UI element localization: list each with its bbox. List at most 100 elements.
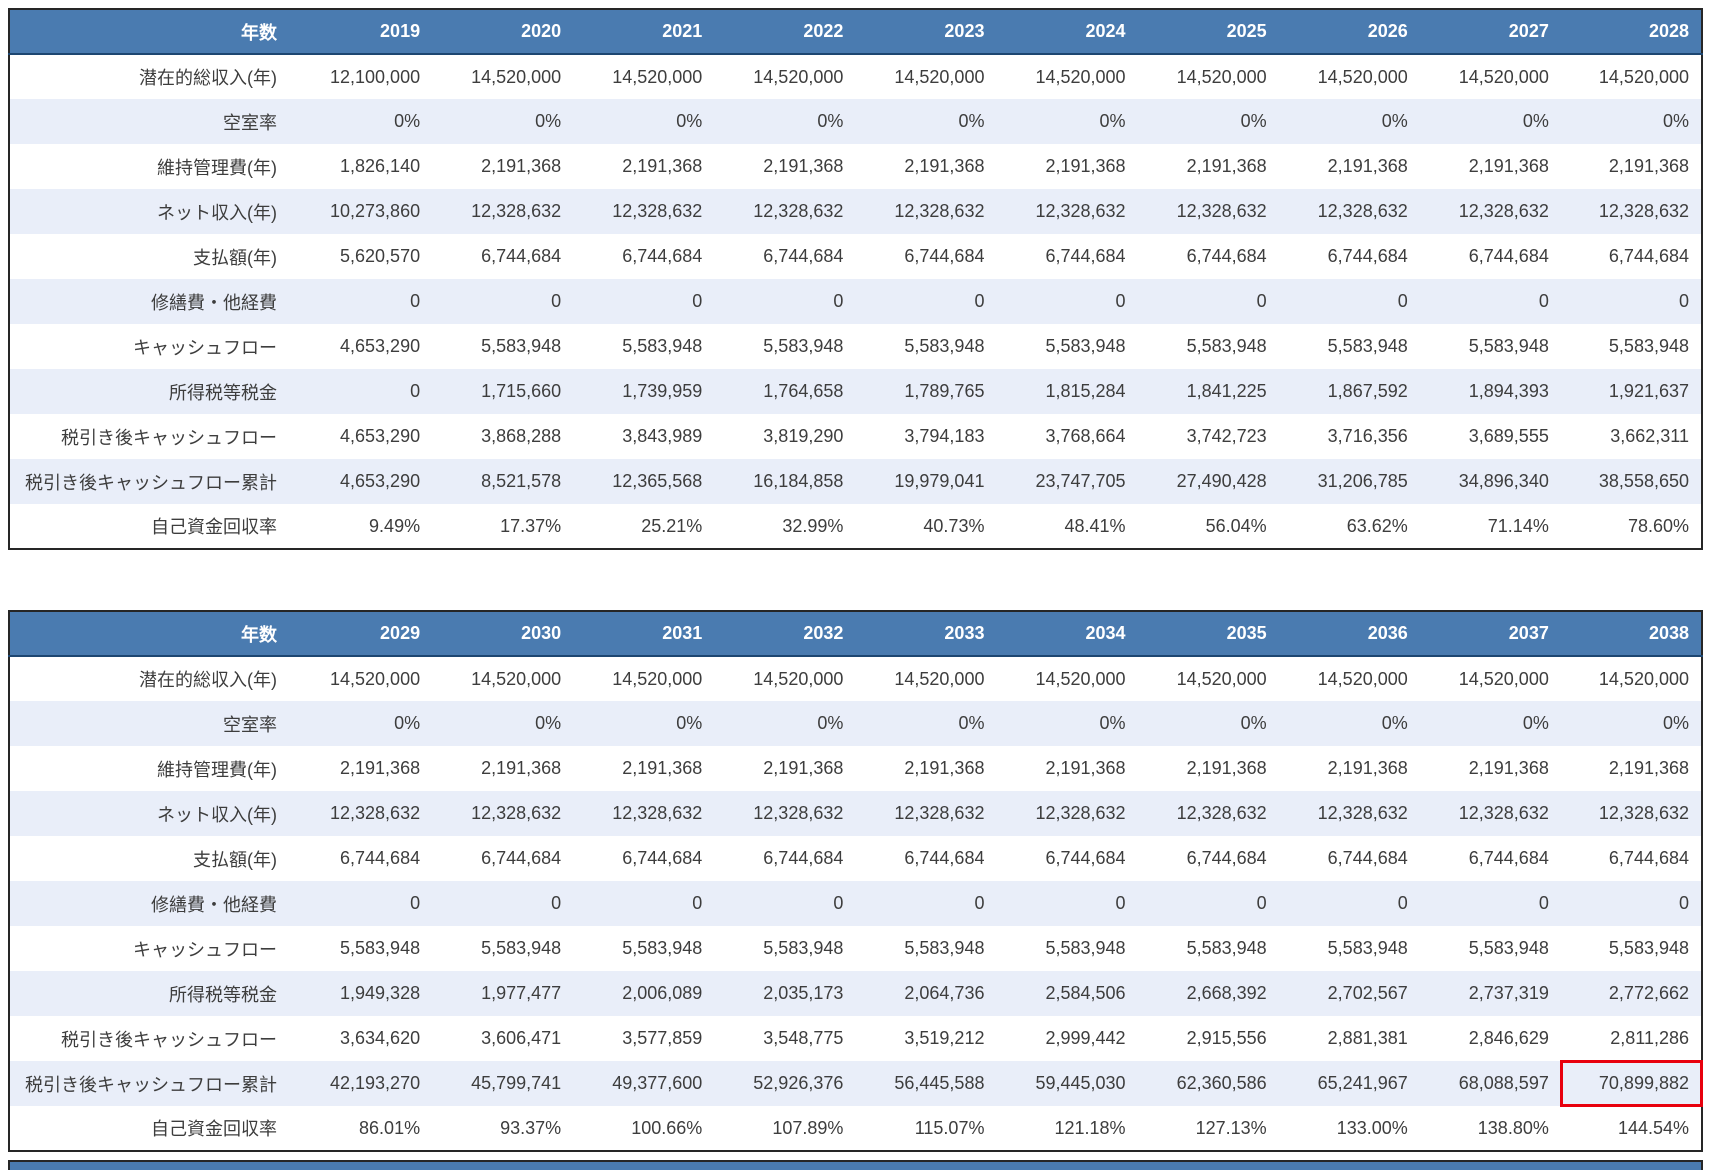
- value-cell: 5,583,948: [481, 938, 562, 958]
- value-cell: 12,328,632: [1458, 803, 1549, 823]
- value-cell: 5,583,948: [904, 938, 985, 958]
- value-cell: 38,558,650: [1598, 471, 1689, 491]
- table-row: キャッシュフロー 4,653,290 5,583,948 5,583,948 5,583…: [9, 324, 1702, 369]
- value-cell: 1,826,140: [340, 156, 421, 176]
- value-cell: 2,064,736: [904, 983, 985, 1003]
- value-cell: 14,520,000: [1317, 66, 1408, 87]
- value-cell: 12,328,632: [1176, 803, 1267, 823]
- value-cell: 14,520,000: [612, 668, 703, 689]
- value-cell: 0%: [1240, 111, 1267, 131]
- value-cell: 3,868,288: [481, 426, 562, 446]
- value-cell: 3,843,989: [622, 426, 703, 446]
- row-label: 潜在的総収入(年): [139, 68, 277, 88]
- row-label: 税引き後キャッシュフロー累計: [25, 472, 277, 493]
- row-label: 税引き後キャッシュフロー: [61, 427, 277, 448]
- value-cell: 5,583,948: [481, 336, 562, 356]
- value-cell: 12,328,632: [471, 201, 562, 221]
- value-cell: 0: [1115, 291, 1126, 311]
- value-cell: 10,273,860: [330, 201, 421, 221]
- year-header-cell: 2027: [1419, 9, 1561, 55]
- value-cell: 14,520,000: [1458, 66, 1549, 87]
- value-cell: 0%: [1240, 713, 1267, 733]
- value-cell: 5,583,948: [622, 336, 703, 356]
- value-cell: 5,583,948: [1608, 938, 1689, 958]
- value-cell: 1,977,477: [481, 983, 562, 1003]
- row-label: 維持管理費(年): [157, 157, 277, 178]
- row-label: 所得税等税金: [169, 984, 277, 1005]
- value-cell: 27,490,428: [1176, 471, 1267, 491]
- value-cell: 12,328,632: [1317, 201, 1408, 221]
- table-row: 維持管理費(年) 2,191,368 2,191,368 2,191,368 2,191…: [9, 746, 1702, 791]
- value-cell: 0%: [394, 111, 421, 131]
- value-cell: 2,191,368: [763, 758, 844, 778]
- value-cell: 2,191,368: [1327, 758, 1408, 778]
- value-cell: 6,744,684: [763, 848, 844, 868]
- value-cell: 5,583,948: [1327, 336, 1408, 356]
- row-label: 支払額(年): [193, 247, 277, 268]
- year-header-row: 年数 2019 2020 2021 2022 2023 2024 2025 2026 2027 20…: [9, 9, 1702, 55]
- value-cell: 14,520,000: [1176, 668, 1267, 689]
- value-cell: 86.01%: [359, 1117, 421, 1138]
- value-cell: 14,520,000: [753, 668, 844, 689]
- value-cell: 1,894,393: [1468, 381, 1549, 401]
- value-cell: 12,328,632: [753, 803, 844, 823]
- table-row: キャッシュフロー 5,583,948 5,583,948 5,583,948 5,583…: [9, 926, 1702, 971]
- row-label: 自己資金回収率: [151, 517, 277, 537]
- value-cell: 14,520,000: [471, 668, 562, 689]
- value-cell: 3,606,471: [481, 1028, 562, 1048]
- value-cell: 2,915,556: [1186, 1028, 1267, 1048]
- value-cell: 0: [692, 291, 703, 311]
- value-cell: 0: [1256, 893, 1267, 913]
- value-cell: 121.18%: [1054, 1117, 1126, 1138]
- value-cell: 3,768,664: [1045, 426, 1126, 446]
- value-cell: 3,689,555: [1468, 426, 1549, 446]
- value-cell: 5,583,948: [1327, 938, 1408, 958]
- table-row: 修繕費・他経費 0 0 0 0 0 0 0 0 0 0: [9, 881, 1702, 926]
- value-cell: 12,328,632: [1598, 201, 1689, 221]
- table-row: 税引き後キャッシュフロー累計 42,193,270 45,799,741 49,377…: [9, 1060, 1704, 1107]
- row-label: 維持管理費(年): [157, 759, 277, 780]
- value-cell: 0%: [1522, 713, 1549, 733]
- value-cell: 2,191,368: [904, 156, 985, 176]
- year-header-cell: 2023: [855, 9, 997, 55]
- value-cell: 1,739,959: [622, 381, 703, 401]
- year-header-cell: 2033: [855, 611, 997, 657]
- value-cell: 12,328,632: [1458, 201, 1549, 221]
- value-cell: 52,926,376: [753, 1073, 844, 1093]
- value-cell: 12,328,632: [753, 201, 844, 221]
- value-cell: 6,744,684: [1045, 246, 1126, 266]
- value-cell: 133.00%: [1336, 1117, 1408, 1138]
- value-cell: 0%: [1381, 713, 1408, 733]
- value-cell: 0%: [676, 713, 703, 733]
- value-cell: 1,949,328: [340, 983, 421, 1003]
- value-cell: 2,191,368: [622, 156, 703, 176]
- value-cell: 2,881,381: [1327, 1028, 1408, 1048]
- year-header-cell: 2024: [996, 9, 1138, 55]
- row-label: キャッシュフロー: [133, 939, 277, 960]
- cashflow-table-2019-2028: 年数 2019 2020 2021 2022 2023 2024 2025 2026 2027 20…: [8, 8, 1703, 550]
- value-cell: 4,653,290: [340, 471, 421, 491]
- value-cell: 12,328,632: [1598, 803, 1689, 823]
- value-cell: 0: [1538, 893, 1549, 913]
- year-header-cell: 2026: [1278, 9, 1420, 55]
- value-cell: 2,191,368: [1186, 758, 1267, 778]
- value-cell: 62,360,586: [1176, 1073, 1267, 1093]
- value-cell: 0: [410, 381, 421, 401]
- value-cell: 14,520,000: [1317, 668, 1408, 689]
- table-row: 潜在的総収入(年) 14,520,000 14,520,000 14,520,000 1…: [9, 656, 1702, 701]
- value-cell: 0%: [1662, 111, 1689, 131]
- value-cell: 1,867,592: [1327, 381, 1408, 401]
- value-cell: 3,634,620: [340, 1028, 421, 1048]
- report-page: 年数 2019 2020 2021 2022 2023 2024 2025 2026 2027 20…: [0, 8, 1711, 1170]
- value-cell: 93.37%: [500, 1117, 562, 1138]
- value-cell: 0%: [817, 713, 844, 733]
- value-cell: 3,819,290: [763, 426, 844, 446]
- value-cell: 1,715,660: [481, 381, 562, 401]
- value-cell: 5,583,948: [340, 938, 421, 958]
- table-row: 修繕費・他経費 0 0 0 0 0 0 0 0 0 0: [9, 279, 1702, 324]
- value-cell: 0%: [817, 111, 844, 131]
- row-label: ネット収入(年): [157, 202, 277, 223]
- value-cell: 0%: [676, 111, 703, 131]
- value-cell: 6,744,684: [1468, 848, 1549, 868]
- value-cell: 2,846,629: [1468, 1028, 1549, 1048]
